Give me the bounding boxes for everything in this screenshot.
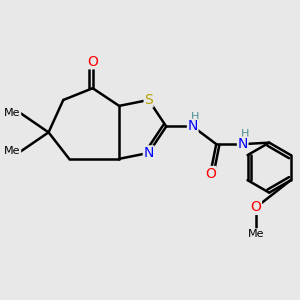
Text: O: O (87, 55, 98, 69)
Text: Me: Me (4, 146, 21, 157)
Text: N: N (238, 137, 248, 151)
Text: N: N (188, 119, 198, 134)
Text: O: O (205, 167, 216, 181)
Text: S: S (144, 93, 153, 107)
Text: Me: Me (248, 229, 264, 239)
Text: Me: Me (4, 108, 21, 118)
Text: H: H (241, 129, 249, 140)
Text: N: N (143, 146, 154, 160)
Text: O: O (250, 200, 261, 214)
Text: H: H (191, 112, 199, 122)
